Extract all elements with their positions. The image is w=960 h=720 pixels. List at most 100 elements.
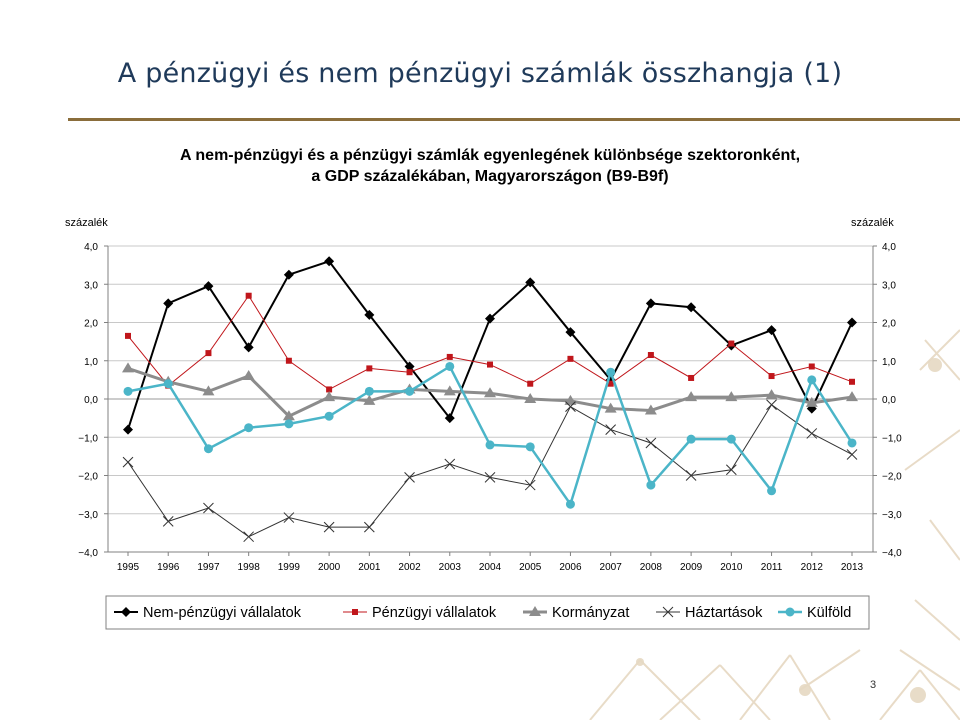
data-point — [203, 281, 214, 292]
y-tick-label-right: 1,0 — [882, 357, 896, 368]
data-point-stroke — [162, 516, 174, 527]
data-point — [645, 437, 657, 449]
y-tick-label-right: 3,0 — [882, 280, 896, 291]
data-point — [284, 419, 294, 429]
data-point-stroke — [846, 449, 858, 460]
data-point — [527, 380, 534, 387]
data-point — [245, 292, 252, 299]
data-point — [685, 470, 697, 481]
data-point — [445, 361, 455, 371]
data-point — [283, 269, 294, 280]
data-point — [645, 298, 656, 309]
data-point — [443, 385, 456, 396]
data-point — [324, 256, 335, 267]
data-point — [446, 353, 453, 360]
data-point — [406, 369, 413, 376]
y-tick-label-left: 2,0 — [84, 319, 98, 330]
data-point — [487, 361, 493, 368]
data-point — [524, 393, 537, 403]
legend: Nem-pénzügyi vállalatok Pénzügyi vállalat… — [105, 595, 870, 630]
data-point — [686, 434, 696, 444]
series-3 — [122, 362, 858, 421]
tick-labels: 4,0 4,0 3,0 3,0 2,0 2,0 1,0 1,0 0,0 0,0 −1,0 −1,0 −2… — [78, 242, 902, 573]
data-point — [605, 424, 617, 435]
y-tick-label-left: 1,0 — [84, 357, 98, 368]
x-tick-label: 2010 — [720, 562, 743, 573]
data-point — [352, 609, 358, 615]
data-point — [767, 486, 777, 496]
data-point — [125, 332, 131, 339]
y-tick-label-right: 2,0 — [882, 319, 896, 330]
data-point — [282, 410, 295, 421]
data-point — [485, 440, 495, 450]
data-point — [363, 394, 376, 405]
data-point — [726, 434, 736, 444]
data-point-stroke — [605, 424, 617, 435]
data-point-stroke — [565, 401, 576, 413]
data-point — [765, 389, 778, 400]
data-point — [646, 480, 656, 490]
data-point — [725, 391, 738, 402]
data-point — [121, 607, 131, 617]
series-group — [122, 256, 858, 543]
data-point — [366, 365, 373, 372]
series-line — [127, 260, 853, 430]
y-tick-label-left: 4,0 — [84, 242, 98, 253]
data-point — [203, 444, 213, 454]
data-point — [565, 401, 576, 413]
data-point — [243, 531, 255, 543]
data-point — [766, 399, 777, 411]
legend-label: Külföld — [807, 605, 851, 621]
legend-box — [105, 595, 870, 630]
series-4 — [122, 399, 858, 543]
data-point — [323, 391, 336, 402]
data-point — [122, 362, 134, 373]
y-tick-label-left: −2,0 — [78, 472, 98, 483]
data-point — [484, 387, 496, 398]
y-tick-label-right: −4,0 — [882, 548, 902, 559]
legend-item: Pénzügyi vállalatok — [343, 605, 497, 621]
data-point-stroke — [203, 502, 214, 514]
legend-label: Kormányzat — [552, 605, 629, 621]
data-point-stroke — [766, 399, 777, 411]
title-divider — [68, 118, 960, 121]
y-tick-label-right: −3,0 — [882, 510, 902, 521]
data-point — [806, 428, 818, 439]
data-point — [285, 357, 292, 364]
series-5 — [123, 361, 857, 509]
data-point — [123, 386, 133, 396]
data-point — [484, 472, 496, 483]
slide-title: A pénzügyi és nem pénzügyi számlák összh… — [117, 58, 843, 89]
data-point — [567, 355, 574, 362]
y-tick-label-left: −3,0 — [78, 510, 98, 521]
x-tick-label: 2001 — [358, 562, 381, 573]
data-point — [364, 309, 375, 320]
data-point — [326, 386, 333, 393]
data-point-stroke — [243, 531, 255, 543]
data-point — [766, 325, 777, 336]
x-tick-label: 2002 — [398, 562, 421, 573]
data-point — [805, 396, 818, 407]
data-point — [405, 386, 415, 396]
gridlines — [108, 245, 873, 553]
data-point — [485, 313, 495, 324]
data-point — [725, 464, 737, 476]
data-point — [662, 606, 674, 618]
series-line — [127, 404, 853, 538]
data-point — [525, 442, 535, 452]
x-tick-label: 2005 — [519, 562, 542, 573]
data-point — [688, 374, 695, 381]
data-point-stroke — [444, 458, 456, 470]
x-tick-label: 2008 — [640, 562, 663, 573]
x-tick-label: 2007 — [600, 562, 623, 573]
data-point — [686, 302, 697, 313]
data-point — [785, 607, 795, 617]
chart-subtitle: a GDP százalékában, Magyarországon (B9-B… — [311, 168, 668, 185]
data-point-stroke — [725, 464, 737, 476]
data-point-stroke — [484, 472, 496, 483]
data-point — [202, 385, 215, 396]
x-tick-label: 2012 — [801, 562, 824, 573]
x-tick-label: 2003 — [439, 562, 462, 573]
